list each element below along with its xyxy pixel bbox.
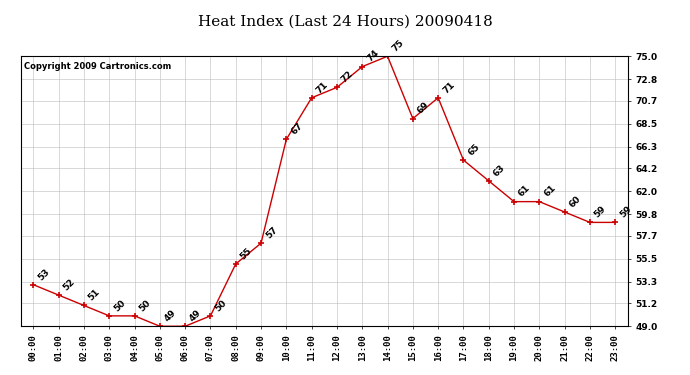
Text: Copyright 2009 Cartronics.com: Copyright 2009 Cartronics.com xyxy=(23,62,171,70)
Text: 49: 49 xyxy=(188,308,204,324)
Text: 51: 51 xyxy=(87,288,102,303)
Text: 59: 59 xyxy=(593,204,608,220)
Text: 55: 55 xyxy=(239,246,254,261)
Text: 59: 59 xyxy=(618,204,633,220)
Text: 50: 50 xyxy=(112,298,127,313)
Text: 49: 49 xyxy=(163,308,178,324)
Text: 53: 53 xyxy=(36,267,51,282)
Text: 60: 60 xyxy=(567,194,582,209)
Text: 50: 50 xyxy=(137,298,152,313)
Text: 71: 71 xyxy=(441,80,456,95)
Text: 67: 67 xyxy=(289,121,304,136)
Text: 72: 72 xyxy=(339,69,355,85)
Text: 57: 57 xyxy=(264,225,279,240)
Text: 71: 71 xyxy=(315,80,330,95)
Text: 50: 50 xyxy=(213,298,228,313)
Text: 69: 69 xyxy=(415,100,431,116)
Text: 74: 74 xyxy=(365,48,380,64)
Text: Heat Index (Last 24 Hours) 20090418: Heat Index (Last 24 Hours) 20090418 xyxy=(197,15,493,29)
Text: 75: 75 xyxy=(391,38,406,54)
Text: 65: 65 xyxy=(466,142,482,158)
Text: 61: 61 xyxy=(517,184,532,199)
Text: 63: 63 xyxy=(491,163,506,178)
Text: 52: 52 xyxy=(61,277,77,292)
Text: 61: 61 xyxy=(542,184,558,199)
